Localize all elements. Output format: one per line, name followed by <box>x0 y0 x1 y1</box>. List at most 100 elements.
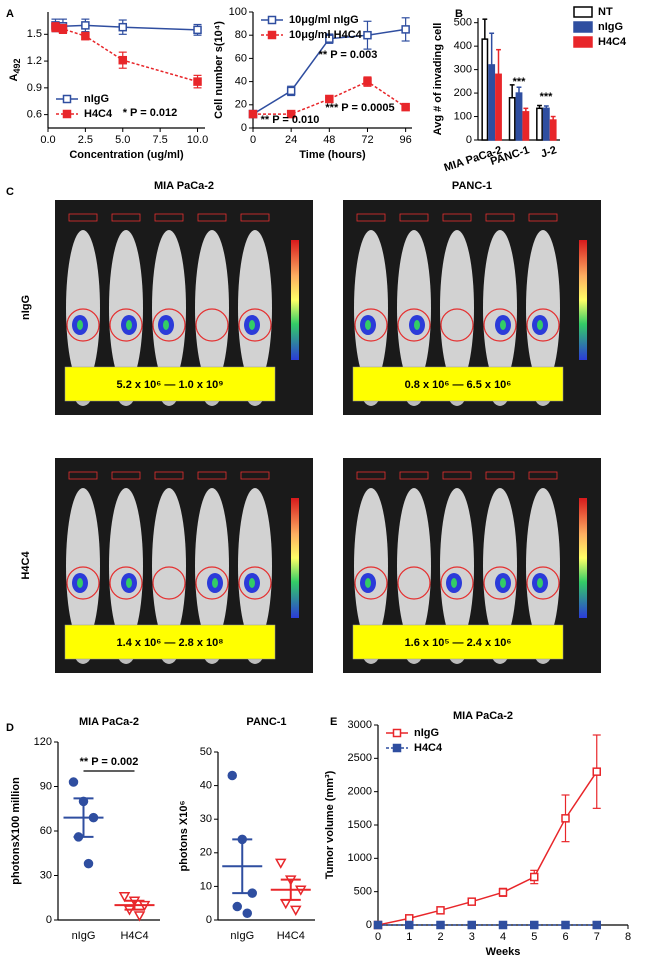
roi-circle <box>238 308 272 342</box>
y-axis-label: A492 <box>8 59 22 82</box>
roi-tag <box>197 471 227 480</box>
y-tick-label: 50 <box>200 746 212 758</box>
signal-core <box>212 578 218 588</box>
legend-label: NT <box>598 6 613 18</box>
signal-core <box>451 578 457 588</box>
mouse <box>238 488 272 644</box>
x-tick-label: 5.0 <box>115 134 130 146</box>
y-axis-label: Cell number s(10⁴) <box>213 21 225 119</box>
mouse <box>238 230 272 386</box>
marker <box>325 34 334 43</box>
marker <box>363 77 372 86</box>
x-tick-label: nIgG <box>72 930 96 942</box>
y-axis-label-text: photons X10⁶ <box>178 800 190 871</box>
annotation: *** P = 0.0005 <box>325 102 394 114</box>
legend-swatch <box>573 6 593 18</box>
y-tick-label: 0 <box>46 914 52 926</box>
mouse <box>195 230 229 386</box>
roi-tag <box>111 471 141 480</box>
roi-circle <box>483 566 517 600</box>
y-axis-label: photonsX100 million <box>10 777 22 885</box>
mouse <box>195 488 229 644</box>
bar <box>549 119 557 141</box>
y-tick-label: 100 <box>229 6 247 18</box>
signal-core <box>249 320 255 330</box>
bar <box>488 64 496 141</box>
color-bar <box>579 498 587 618</box>
x-tick-label: H4C4 <box>120 930 148 942</box>
marker <box>436 920 445 930</box>
roi-tag <box>154 213 184 222</box>
mouse <box>152 230 186 386</box>
x-tick-label: 0.0 <box>40 134 55 146</box>
series-line <box>55 26 198 83</box>
roi-circle <box>109 566 143 600</box>
roi-tag <box>68 471 98 480</box>
bar <box>508 97 516 141</box>
marker <box>118 22 128 32</box>
legend-label: H4C4 <box>414 742 443 754</box>
marker <box>498 920 508 930</box>
x-tick-label: J-2 <box>539 144 558 160</box>
x-tick-label: 4 <box>500 931 506 943</box>
y-axis-label-text: A <box>8 73 20 81</box>
y-axis-label-sub: 492 <box>12 59 22 74</box>
legend-label: H4C4 <box>84 108 113 120</box>
y-tick-label: 100 <box>454 110 472 122</box>
color-bar <box>291 498 299 618</box>
legend-swatch <box>573 36 593 48</box>
y-tick-label: 1000 <box>348 852 372 864</box>
y-axis-label: Tumor volume (mm³) <box>324 770 336 879</box>
marker <box>242 908 252 919</box>
roi-tag <box>356 471 386 480</box>
marker <box>325 94 334 104</box>
x-tick-label: 8 <box>625 931 631 943</box>
y-tick-label: 60 <box>235 52 247 64</box>
roi-circle <box>397 308 431 342</box>
series-line <box>253 80 407 115</box>
mouse <box>440 488 474 644</box>
legend-label: 10μg/ml nIgG <box>289 14 359 26</box>
y-tick-label: 200 <box>454 87 472 99</box>
y-axis-label: Avg # of invading cell <box>432 23 444 136</box>
mouse <box>397 488 431 644</box>
marker <box>286 86 296 96</box>
annotation: ** P = 0.002 <box>80 756 139 768</box>
marker <box>405 920 414 930</box>
roi-circle <box>109 308 143 342</box>
range-box <box>64 366 276 402</box>
mouse <box>354 230 388 386</box>
panel-label: E <box>330 716 337 728</box>
mouse <box>526 230 560 386</box>
roi-tag <box>442 213 472 222</box>
y-tick-label: 0 <box>206 914 212 926</box>
marker <box>68 777 79 787</box>
y-tick-label: 0 <box>241 122 247 134</box>
marker <box>530 872 539 882</box>
y-tick-label: 3000 <box>348 719 372 731</box>
roi-circle <box>526 308 560 342</box>
roi-tag <box>399 471 429 480</box>
signal-core <box>365 578 371 588</box>
range-label: 0.8 x 10⁶ — 6.5 x 10⁶ <box>405 379 512 391</box>
bar <box>522 111 530 141</box>
range-label: 5.2 x 10⁶ — 1.0 x 10⁹ <box>117 379 224 391</box>
roi-circle <box>354 566 388 600</box>
y-tick-label: 0 <box>366 919 372 931</box>
legend-marker <box>62 109 72 119</box>
y-tick-label: 0.9 <box>27 82 42 94</box>
mouse <box>152 488 186 644</box>
marker <box>81 21 90 30</box>
signal-core <box>537 320 543 330</box>
series-line <box>377 771 598 926</box>
marker <box>561 814 570 823</box>
marker <box>373 920 383 930</box>
mouse <box>66 488 100 644</box>
roi-circle <box>354 308 388 342</box>
x-tick-label: 10.0 <box>187 134 208 146</box>
legend-label: nIgG <box>598 21 623 33</box>
marker <box>592 767 601 776</box>
row-label: H4C4 <box>20 551 32 580</box>
roi-circle <box>483 308 517 342</box>
